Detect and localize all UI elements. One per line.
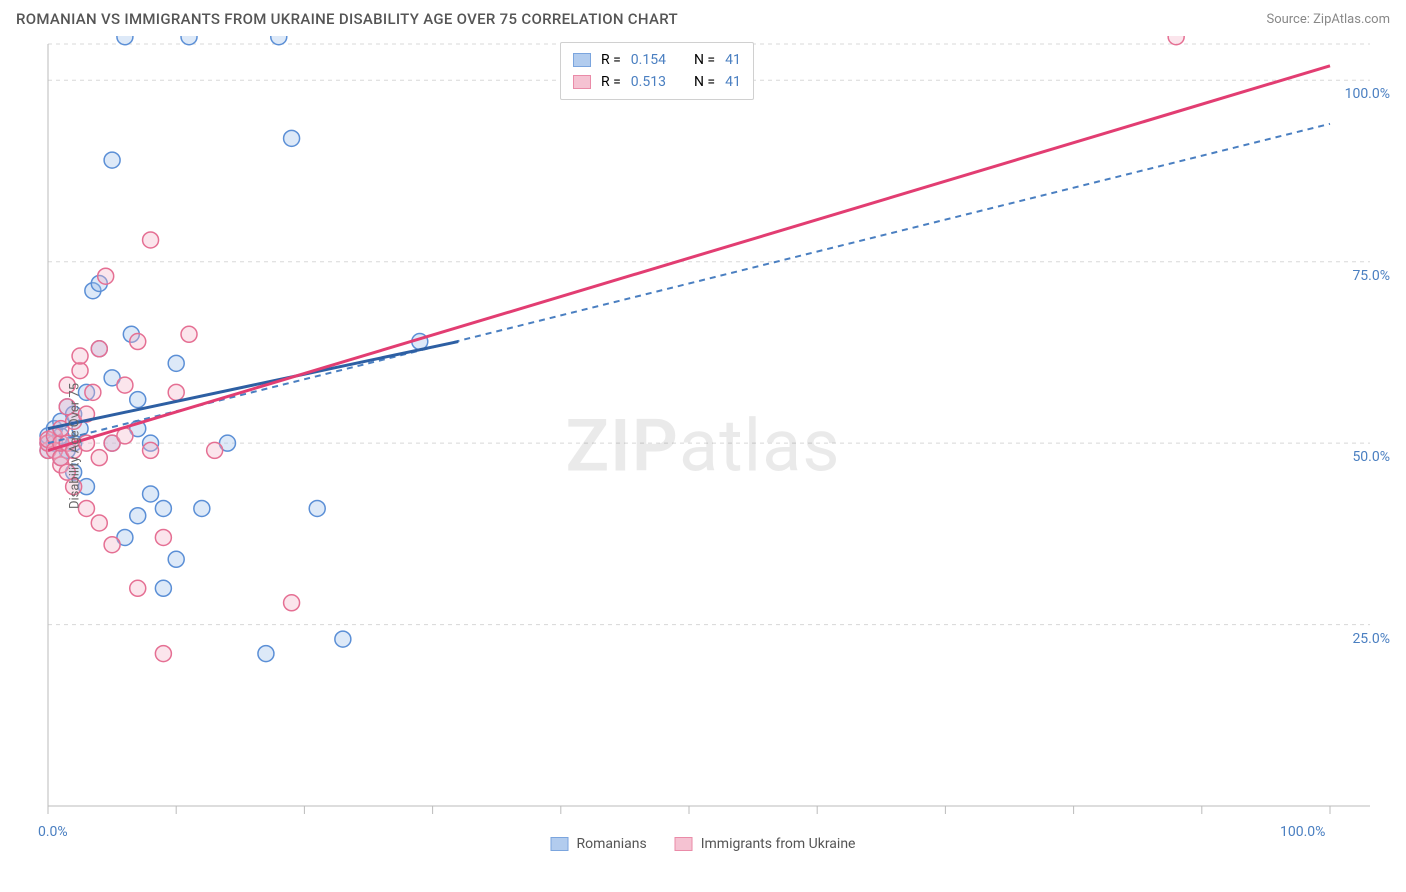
- y-tick-label: 75.0%: [1352, 268, 1390, 284]
- swatch-ukraine-bottom: [675, 837, 693, 851]
- legend-row-ukraine: R = 0.513 N = 41: [573, 71, 741, 93]
- n-value-romanians: 41: [725, 49, 741, 71]
- x-tick-label: 100.0%: [1280, 824, 1325, 840]
- legend-item-romanians: Romanians: [551, 836, 647, 852]
- swatch-ukraine: [573, 75, 591, 89]
- scatter-chart-svg: [0, 36, 1406, 856]
- chart-source: Source: ZipAtlas.com: [1266, 12, 1390, 27]
- r-value-romanians: 0.154: [631, 49, 666, 71]
- x-tick-label: 0.0%: [38, 824, 68, 840]
- chart-header: ROMANIAN VS IMMIGRANTS FROM UKRAINE DISA…: [0, 0, 1406, 36]
- y-tick-label: 25.0%: [1352, 631, 1390, 647]
- y-tick-label: 50.0%: [1352, 449, 1390, 465]
- legend-row-romanians: R = 0.154 N = 41: [573, 49, 741, 71]
- n-value-ukraine: 41: [725, 71, 741, 93]
- chart-area: ZIPatlas Disability Age Over 75 R = 0.15…: [0, 36, 1406, 856]
- r-value-ukraine: 0.513: [631, 71, 666, 93]
- swatch-romanians: [573, 53, 591, 67]
- legend-item-ukraine: Immigrants from Ukraine: [675, 836, 856, 852]
- legend-series: Romanians Immigrants from Ukraine: [551, 836, 856, 852]
- swatch-romanians-bottom: [551, 837, 569, 851]
- y-axis-label: Disability Age Over 75: [68, 383, 83, 509]
- y-tick-label: 100.0%: [1345, 86, 1390, 102]
- legend-correlation: R = 0.154 N = 41 R = 0.513 N = 41: [560, 42, 754, 100]
- chart-title: ROMANIAN VS IMMIGRANTS FROM UKRAINE DISA…: [16, 10, 678, 28]
- source-link[interactable]: ZipAtlas.com: [1313, 12, 1390, 27]
